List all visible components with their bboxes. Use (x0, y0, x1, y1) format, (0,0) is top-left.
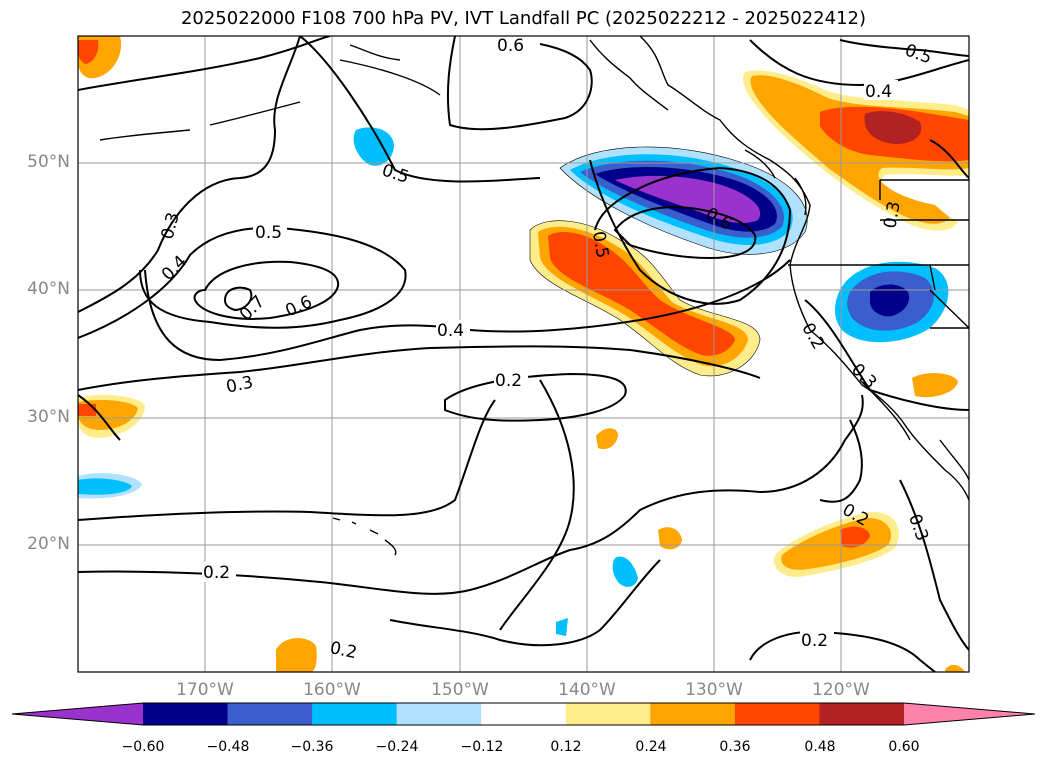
coastlines (99, 36, 969, 556)
colorbar-outline (11, 702, 1036, 726)
colorbar-segment (312, 703, 398, 725)
colorbar-tick: 0.24 (635, 739, 667, 755)
lat-label-20n: 20°N (27, 534, 70, 554)
pos-anomaly-small-5 (276, 638, 317, 672)
colorbar-tick: −0.12 (460, 739, 504, 755)
colorbar-tick: 0.36 (719, 739, 751, 755)
colorbar-tick: −0.60 (121, 739, 165, 755)
lon-label-140w: 140°W (558, 680, 616, 700)
colorbar-segment (396, 703, 482, 725)
pv-contours (78, 36, 969, 672)
shading-layer (78, 36, 969, 672)
map-frame (77, 35, 970, 673)
pos-anomaly-south-2 (912, 373, 958, 398)
lat-label-40n: 40°N (27, 279, 70, 299)
colorbar-extend-high (904, 703, 1035, 725)
pos-anomaly-small-4 (658, 527, 682, 550)
contour-label: 0.4 (865, 82, 892, 102)
colorbar-segment (481, 703, 567, 725)
contour-label: 0.5 (255, 223, 282, 243)
colorbar-tick: 0.48 (804, 739, 836, 755)
colorbar-tick: −0.24 (375, 739, 419, 755)
lon-label-120w: 120°W (812, 680, 870, 700)
pos-anomaly-small-3 (596, 428, 618, 450)
colorbar-extend-low (12, 703, 143, 725)
contour-label: 0.2 (495, 371, 522, 391)
lat-label-50n: 50°N (27, 152, 70, 172)
lat-label-30n: 30°N (27, 407, 70, 427)
colorbar-tick: 0.60 (888, 739, 920, 755)
colorbar-segment (819, 703, 905, 725)
neg-anomaly-small-1 (353, 127, 394, 166)
colorbar-tick: −0.48 (206, 739, 250, 755)
colorbar-segment (227, 703, 313, 725)
neg-anomaly-small-4 (556, 618, 568, 636)
contour-label: 0.2 (801, 631, 828, 651)
contour-label: 0.2 (203, 563, 230, 583)
lon-label-130w: 130°W (685, 680, 743, 700)
contour-label: 0.4 (437, 321, 464, 341)
lon-label-150w: 150°W (431, 680, 489, 700)
contour-label: 0.3 (880, 200, 904, 230)
lon-label-170w: 170°W (176, 680, 234, 700)
neg-anomaly-small-3 (612, 556, 638, 587)
colorbar-segment (143, 703, 229, 725)
colorbar-tick: 0.12 (550, 739, 582, 755)
colorbar-segment (734, 703, 820, 725)
map-title: 2025022000 F108 700 hPa PV, IVT Landfall… (180, 8, 867, 29)
lon-label-160w: 160°W (303, 680, 361, 700)
colorbar-segment (650, 703, 736, 725)
contour-label: 0.6 (497, 36, 524, 56)
shading-outlines (529, 146, 808, 377)
contour-label: 0.5 (588, 230, 612, 260)
colorbar-segment (565, 703, 651, 725)
colorbar (11, 702, 1036, 726)
colorbar-tick: −0.36 (290, 739, 334, 755)
